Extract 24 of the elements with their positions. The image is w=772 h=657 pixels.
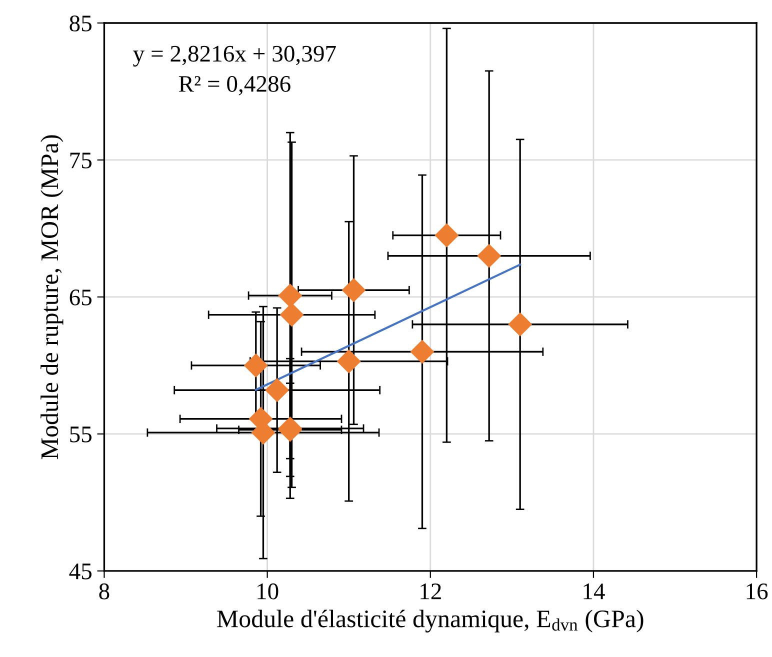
y-tick-label: 75 (70, 152, 92, 168)
x-tick-label: 16 (746, 583, 768, 600)
y-tick-label: 45 (69, 564, 92, 580)
point (477, 244, 502, 268)
y-tick-label: 85 (70, 15, 92, 32)
x-tick-label: 12 (420, 583, 441, 600)
annotation: y = 2,8216x + 30,397 (133, 46, 336, 67)
x-axis-title: Module d'élasticité dynamique, E$_{dvn}$ (GPa) (217, 610, 644, 632)
point (244, 353, 268, 378)
point (410, 340, 434, 364)
x-tick-label: 8 (99, 583, 110, 600)
annotation: R² = 0,4286 (178, 76, 290, 96)
y-tick-label: 55 (70, 426, 92, 442)
y-tick-label: 65 (70, 290, 92, 306)
point (508, 312, 532, 336)
point (278, 284, 302, 308)
point (434, 223, 459, 248)
x-tick-label: 14 (584, 584, 605, 600)
point (336, 349, 361, 374)
point (280, 302, 304, 327)
x-tick-label: 10 (258, 583, 278, 600)
y-axis-title: Module de rupture, MOR (MPa) (40, 135, 64, 460)
point (342, 278, 366, 302)
point (265, 378, 290, 402)
